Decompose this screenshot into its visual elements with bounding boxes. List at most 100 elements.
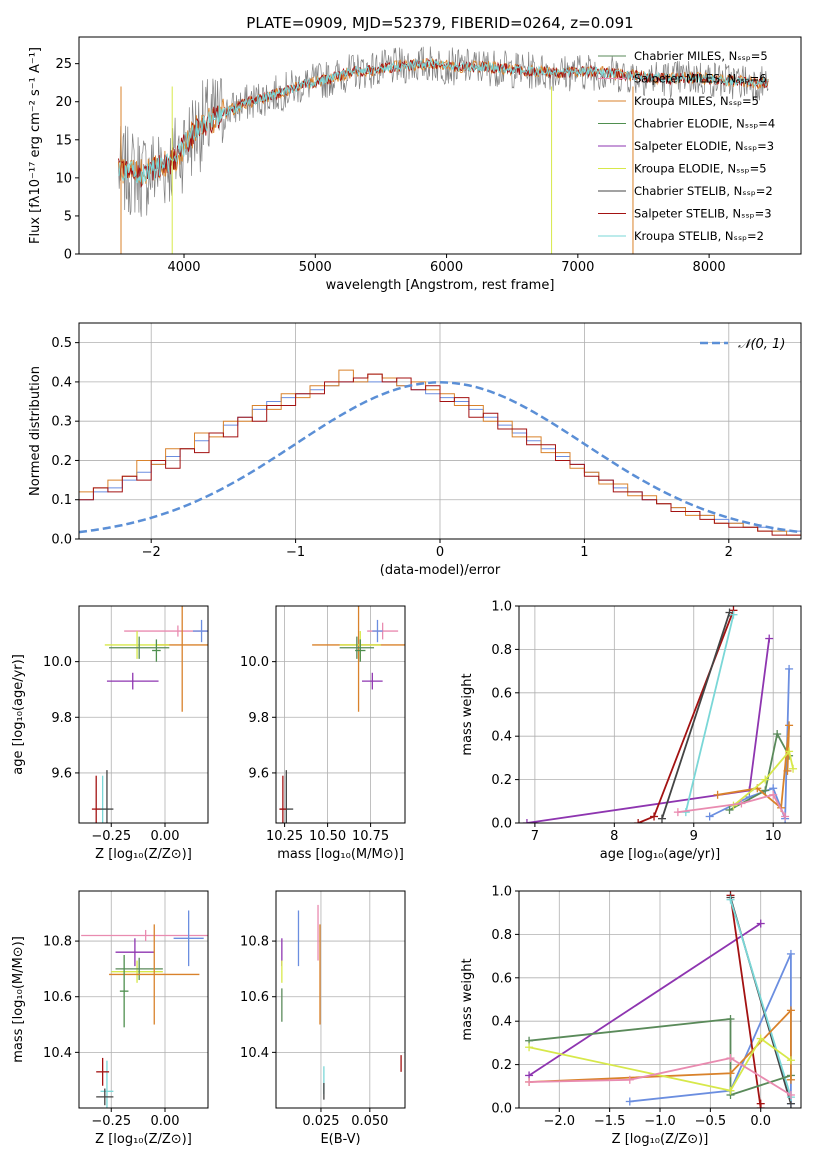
weight-marker [785, 747, 794, 756]
weight-marker [525, 1043, 534, 1052]
x-tick-label: 6000 [430, 260, 463, 275]
mass-weight-vs-age-panel: 7 8 9 10 0.0 0.2 0.4 0.6 0.8 1.0 age [log₁₀(age/yr… [460, 600, 802, 862]
plot-area [79, 369, 801, 536]
axes-frame [78, 605, 209, 824]
weight-marker [729, 610, 738, 619]
legend-label: Chabrier STELIB, Nₛₛₚ=2 [634, 184, 773, 198]
weight-marker [525, 1077, 534, 1086]
x-tick-label: −0.5 [695, 1114, 727, 1129]
plot-area [117, 46, 769, 254]
age-vs-mass-panel: 10.25 10.50 10.75 9.6 9.8 10.0 mass [log₁₀(M/M… [240, 605, 406, 862]
x-tick-label: 8 [610, 829, 618, 844]
x-tick-label: 0.0 [750, 1114, 771, 1129]
histogram-series [79, 381, 801, 532]
legend-label: Kroupa MILES, Nₛₛₚ=5 [634, 94, 759, 108]
error-bar-point [109, 924, 200, 1025]
y-tick-label: 1.0 [491, 885, 512, 900]
error-bar-point [115, 938, 155, 967]
weight-marker [781, 812, 790, 821]
mass-vs-extinction-panel: 0.025 0.050 10.4 10.6 10.8 E(B-V) [240, 890, 406, 1147]
y-tick-label: 9.6 [248, 766, 269, 781]
plot-area [81, 910, 208, 1108]
error-bar-point [355, 639, 366, 662]
x-tick-label: 2 [725, 545, 733, 560]
error-bar-point [362, 672, 383, 690]
x-tick-label: −2.0 [543, 1114, 575, 1129]
error-bar-point [279, 775, 287, 823]
legend-label: 𝒩(0, 1) [738, 337, 785, 352]
error-bar-point [96, 1057, 110, 1086]
x-tick-label: 0.050 [351, 1114, 388, 1129]
y-tick-label: 0.4 [51, 375, 72, 390]
legend-label: Salpeter MILES, Nₛₛₚ=6 [634, 72, 767, 86]
error-bar-point [104, 631, 170, 659]
weight-series-line [729, 731, 790, 811]
y-axis-label: mass [log₁₀(M/M⊙)] [11, 936, 26, 1063]
y-axis-label: mass weight [460, 958, 475, 1040]
weight-series-line [677, 793, 786, 817]
y-tick-label: 10.0 [43, 655, 72, 670]
error-bar-point [96, 1088, 114, 1106]
y-tick-label: 0.0 [51, 533, 72, 548]
legend-label: Kroupa STELIB, Nₛₛₚ=2 [634, 229, 764, 243]
y-tick-label: 0.0 [491, 817, 512, 832]
y-axis-label: Flux [fλ10⁻¹⁷ erg cm⁻² s⁻¹ A⁻¹] [28, 47, 43, 244]
x-tick-label: 0.00 [151, 1114, 180, 1129]
weight-series-line [729, 899, 792, 1098]
weight-marker [657, 814, 666, 823]
x-axis-label: wavelength [Angstrom, rest frame] [326, 278, 555, 293]
y-tick-label: 15 [55, 133, 72, 148]
error-bar-point [372, 619, 383, 643]
error-bar-point [173, 910, 204, 967]
x-axis-label: age [log₁₀(age/yr)] [600, 847, 721, 862]
weight-marker [625, 1075, 634, 1084]
weight-marker [783, 766, 792, 775]
axes-frame [78, 890, 209, 1109]
x-tick-label: 7 [531, 829, 539, 844]
x-tick-label: 10.50 [309, 829, 346, 844]
error-bar-point [119, 954, 129, 1028]
weight-marker [756, 1099, 765, 1108]
plot-area [525, 891, 795, 1108]
age-vs-metallicity-panel: −0.25 0.00 9.6 9.8 10.0 Z [log₁₀(Z/Z⊙)] age [l… [11, 605, 209, 862]
y-tick-label: 10.6 [43, 990, 72, 1005]
weight-marker [713, 790, 722, 799]
error-bar-point [106, 672, 159, 690]
error-bar-point [109, 636, 170, 659]
spectrum-line [118, 58, 769, 185]
weight-marker [756, 1034, 765, 1043]
x-tick-label: 7000 [561, 260, 594, 275]
x-axis-label: mass [log₁₀(M/M⊙)] [277, 847, 404, 862]
y-tick-label: 0.3 [51, 415, 72, 430]
mass-weight-vs-metallicity-panel: −2.0 −1.5 −1.0 −0.5 0.0 0.0 0.2 0.4 0.6 0.8 1.0 Z [… [460, 885, 802, 1147]
weight-marker [786, 1090, 795, 1099]
x-tick-label: 10.75 [352, 829, 389, 844]
weight-marker [726, 895, 735, 904]
y-tick-label: 0.2 [51, 454, 72, 469]
x-tick-label: 8000 [693, 260, 726, 275]
y-tick-label: 1.0 [491, 600, 512, 615]
legend-label: Chabrier MILES, Nₛₛₚ=5 [634, 49, 768, 63]
histogram-series [79, 373, 801, 536]
y-tick-label: 9.8 [248, 711, 269, 726]
y-axis-label: mass weight [460, 673, 475, 755]
weight-marker [789, 764, 798, 773]
weight-marker [786, 1006, 795, 1015]
y-tick-label: 10.4 [43, 1046, 72, 1061]
weight-marker [761, 786, 770, 795]
weight-series-line [661, 612, 731, 819]
x-tick-label: 4000 [167, 260, 200, 275]
weight-marker [522, 819, 531, 823]
x-axis-label: (data-model)/error [380, 563, 501, 578]
spectrum-panel: 4000 5000 6000 7000 8000 0 5 10 15 20 25 wavelength… [28, 36, 802, 293]
legend-label: Chabrier ELODIE, Nₛₛₚ=4 [634, 117, 775, 131]
weight-marker [634, 819, 643, 823]
legend: Chabrier MILES, Nₛₛₚ=5 Salpeter MILES, Nₛ… [598, 49, 775, 243]
plot-area [279, 606, 405, 823]
y-tick-label: 0.8 [491, 928, 512, 943]
weight-series-line [528, 922, 762, 1077]
y-tick-label: 0.4 [491, 730, 512, 745]
y-axis-label: age [log₁₀(age/yr)] [11, 654, 26, 775]
chart-title: PLATE=0909, MJD=52379, FIBERID=0264, z=0… [246, 14, 633, 32]
